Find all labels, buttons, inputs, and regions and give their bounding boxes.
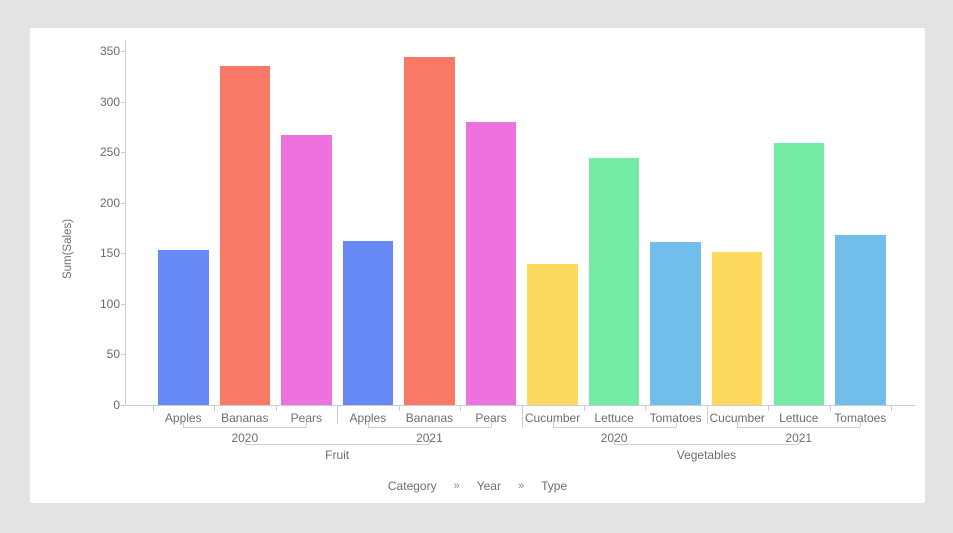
x-tick-mark	[398, 405, 400, 411]
category-bracket	[614, 444, 799, 445]
category-boundary-tick	[522, 405, 523, 428]
bar-vegetables-2020-cucumber[interactable]	[527, 263, 578, 405]
category-bracket-end	[244, 439, 246, 444]
x-type-label: Bananas	[221, 411, 269, 425]
x-year-label: 2020	[600, 431, 628, 445]
y-tick-label: 100	[99, 296, 120, 311]
year-bracket-end	[860, 422, 862, 427]
x-year-label: 2021	[416, 431, 443, 445]
axis-hierarchy-level-category: Category	[387, 479, 437, 493]
x-type-label: Cucumber	[709, 411, 765, 425]
bar-vegetables-2021-lettuce[interactable]	[773, 143, 824, 405]
year-bracket-end	[183, 422, 185, 427]
year-bracket-end	[675, 422, 677, 427]
x-type-label: Tomatoes	[834, 411, 887, 425]
y-tick-mark	[121, 303, 125, 305]
x-tick-mark	[829, 405, 831, 411]
y-tick-mark	[121, 202, 125, 204]
x-type-label: Pears	[475, 411, 507, 425]
x-type-label: Cucumber	[524, 411, 581, 425]
x-type-label: Tomatoes	[649, 411, 702, 425]
year-bracket	[367, 427, 491, 428]
y-tick-mark	[121, 404, 125, 406]
x-tick-mark	[645, 405, 647, 411]
y-tick-mark	[121, 354, 125, 355]
year-boundary-tick	[706, 405, 708, 424]
axis-hierarchy-level-type: Type	[541, 479, 568, 493]
x-axis-line	[125, 405, 915, 406]
year-boundary-tick	[337, 405, 339, 424]
y-tick-mark	[121, 51, 125, 52]
bar-vegetables-2021-cucumber[interactable]	[711, 252, 763, 405]
x-tick-mark	[583, 405, 585, 411]
bar-vegetables-2020-tomatoes[interactable]	[650, 242, 701, 405]
year-bracket-end	[737, 422, 739, 427]
y-tick-label: 300	[99, 94, 120, 109]
x-tick-mark	[768, 405, 770, 411]
bar-fruit-2020-pears[interactable]	[281, 135, 332, 405]
y-axis-line	[125, 40, 126, 405]
axis-hierarchy: Category » Year » Type	[30, 479, 925, 493]
bar-vegetables-2020-lettuce[interactable]	[588, 157, 640, 405]
x-tick-mark	[275, 405, 277, 411]
x-tick-mark	[891, 405, 893, 411]
x-type-label: Apples	[349, 411, 387, 425]
year-bracket	[737, 427, 861, 428]
axis-hierarchy-level-year: Year	[476, 479, 501, 493]
bar-fruit-2020-apples[interactable]	[158, 250, 209, 405]
category-bracket-end	[429, 439, 431, 444]
x-year-label: 2020	[231, 431, 259, 445]
category-bracket	[244, 444, 430, 445]
year-bracket-end	[552, 422, 554, 427]
y-tick-label: 250	[99, 145, 120, 159]
x-type-label: Apples	[164, 411, 202, 425]
bar-vegetables-2021-tomatoes[interactable]	[835, 235, 886, 405]
year-bracket	[183, 427, 307, 428]
y-tick-label: 200	[99, 195, 120, 210]
x-category-label: Fruit	[325, 448, 350, 462]
bar-fruit-2021-apples[interactable]	[342, 241, 394, 405]
y-tick-mark	[121, 253, 125, 254]
year-bracket	[552, 427, 676, 428]
bar-fruit-2021-pears[interactable]	[465, 122, 517, 405]
bar-fruit-2021-bananas[interactable]	[404, 56, 455, 405]
x-type-label: Bananas	[405, 411, 454, 425]
x-type-label: Lettuce	[594, 411, 634, 425]
year-bracket-end	[491, 422, 492, 427]
hierarchy-separator: »	[517, 480, 525, 492]
hierarchy-separator: »	[453, 480, 460, 492]
y-tick-label: 150	[99, 246, 120, 260]
category-bracket-end	[614, 439, 616, 444]
chart-card: Sum(Sales) Category» Year» Type 0 50 100 150 2…	[30, 28, 925, 503]
y-tick-mark	[121, 101, 125, 103]
year-bracket-end	[367, 422, 369, 427]
x-tick-mark	[460, 405, 462, 411]
x-type-label: Lettuce	[779, 411, 819, 425]
y-tick-label: 50	[106, 347, 120, 361]
y-tick-label: 0	[113, 397, 120, 412]
x-category-label: Vegetables	[676, 448, 737, 462]
x-year-label: 2021	[785, 431, 813, 445]
year-bracket-end	[306, 422, 308, 427]
x-tick-mark	[214, 405, 216, 411]
bar-fruit-2020-bananas[interactable]	[219, 65, 271, 405]
y-tick-mark	[121, 152, 125, 153]
x-tick-mark	[152, 405, 154, 411]
y-tick-label: 350	[99, 44, 120, 58]
x-type-label: Pears	[290, 411, 323, 425]
category-bracket-end	[798, 439, 800, 444]
